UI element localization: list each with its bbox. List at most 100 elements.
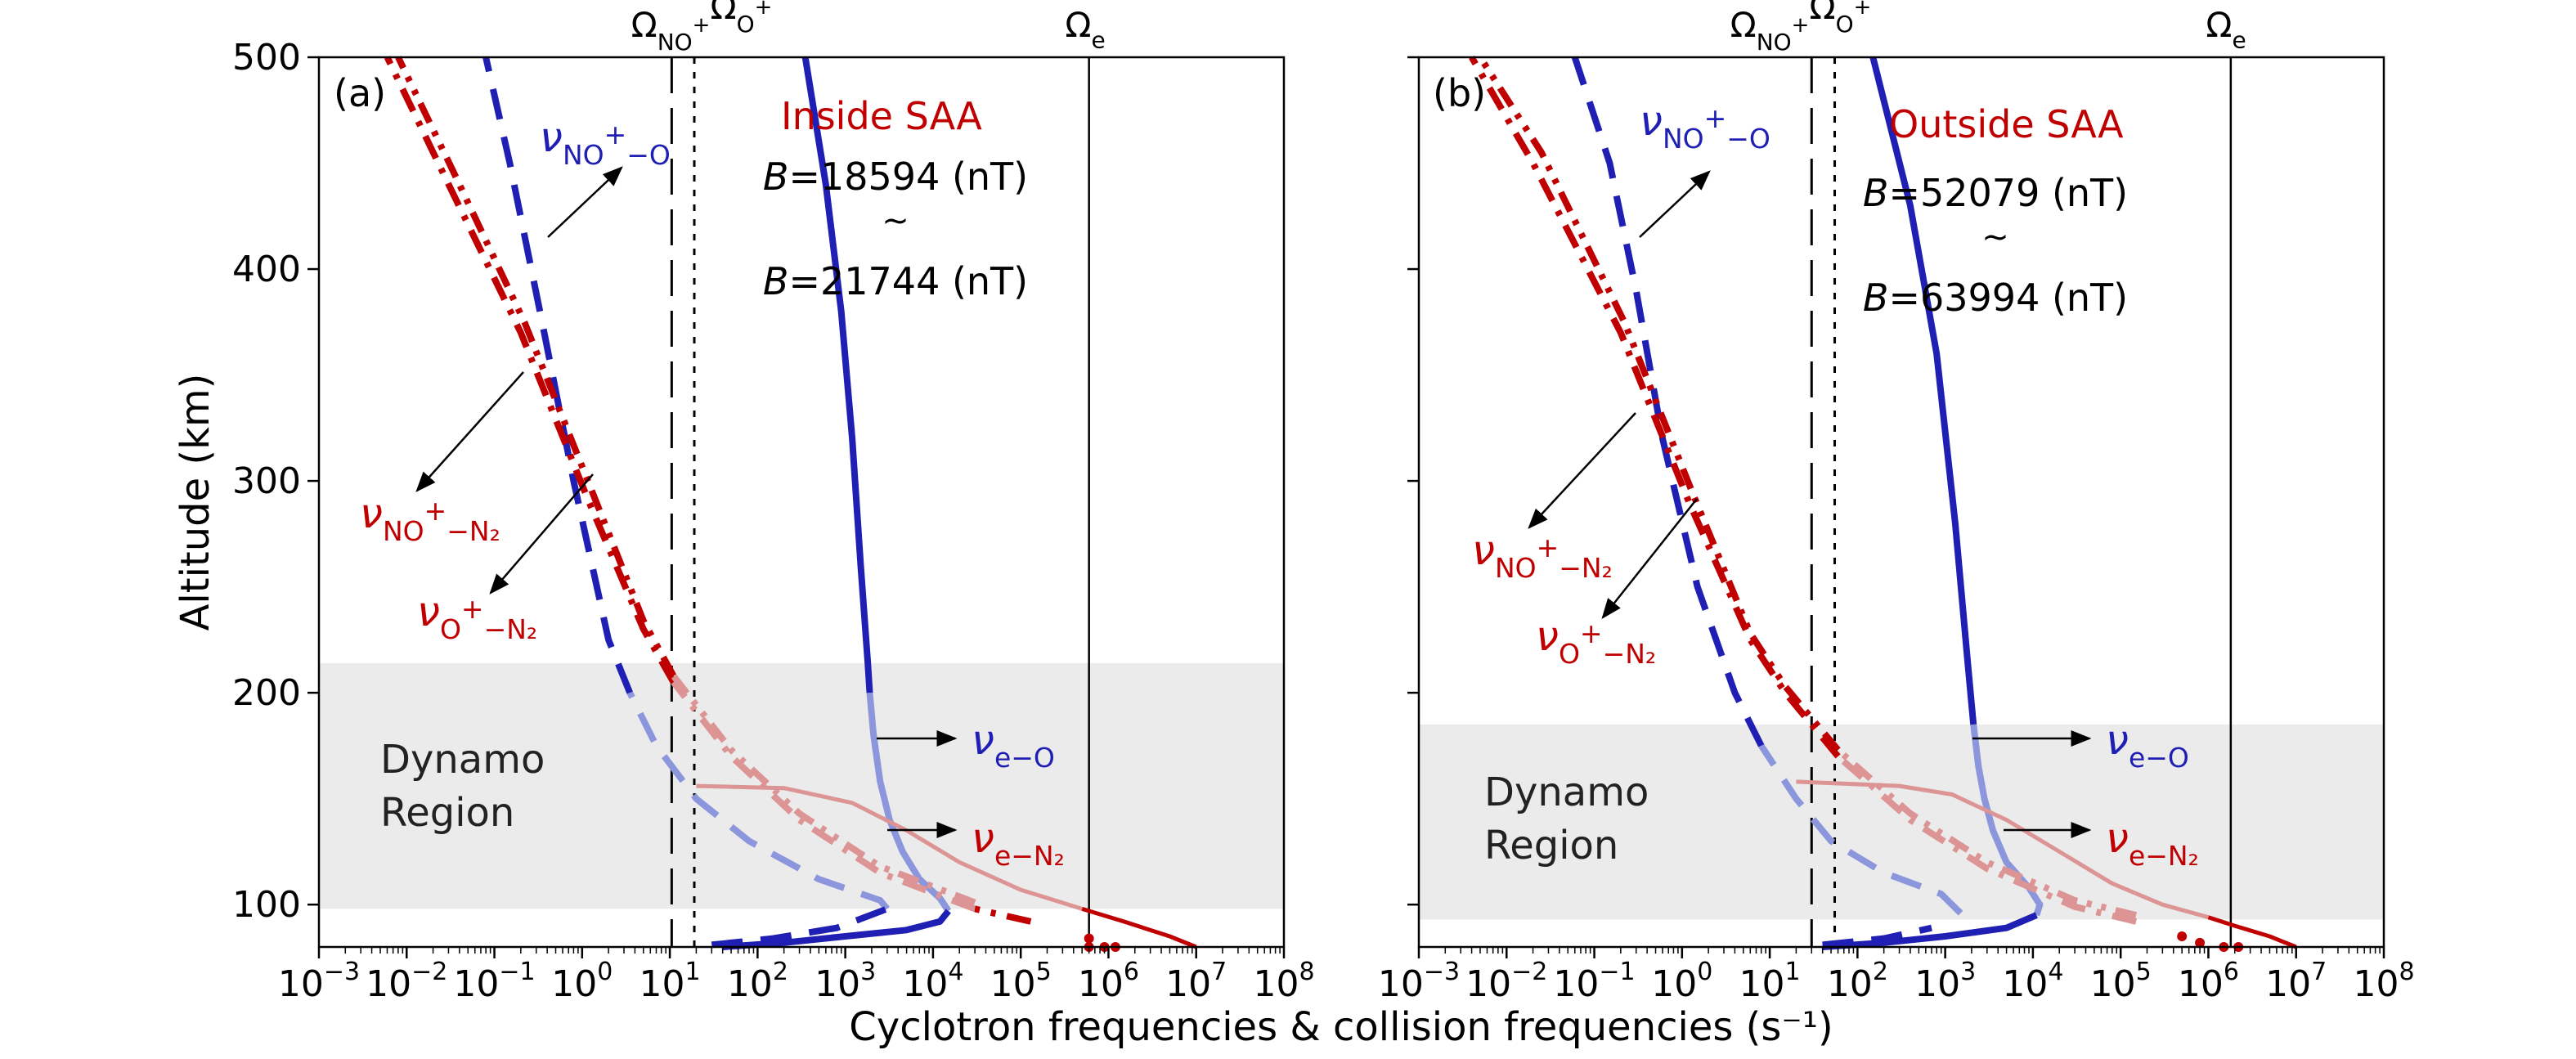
y-tick-label: 100 [232,884,301,926]
tick-exponent: 3 [1960,958,1976,986]
label-subscript: O [1559,638,1580,670]
tick-base: 10 [453,963,499,1005]
series-nu_e_N2-low [1081,907,1197,949]
x-tick-label: 100 [551,958,613,1005]
omega-subscript: NO [657,29,693,56]
omega-e-label: Ωe [1065,5,1105,53]
label-subscript: e [2232,26,2246,53]
x-tick-label: 105 [990,958,1052,1005]
x-tick-label: 106 [2178,958,2239,1005]
label-base: ν [540,114,563,161]
x-tick-label: 101 [1739,958,1801,1005]
omega-base: Ω [1730,5,1757,45]
label-base: Ω [2206,5,2232,45]
label-base: ν [1536,613,1559,660]
omega-ion-labels: ΩNO+ΩO+ [1730,0,1872,56]
omega-superscript: + [1792,13,1810,38]
tick-base: 10 [1165,963,1211,1005]
x-tick-label: 10−1 [1553,958,1635,1005]
tick-exponent: −2 [1511,958,1547,986]
x-axis-label: Cyclotron frequencies & collision freque… [849,1004,1833,1050]
annotation-nu_NO_N2: νNO+−N₂ [1472,527,1613,584]
annotation-arrow-nu_NO_N2 [1528,412,1636,529]
tick-base: 10 [640,963,685,1005]
annotation-nu_NO_N2: νNO+−N₂ [360,490,500,547]
x-tick-label: 102 [727,958,788,1005]
label-superscript: + [604,119,627,150]
series-nu_NO_O-dynamo [626,691,890,911]
x-tick-label: 105 [2090,958,2152,1005]
label-superscript: + [424,495,447,527]
series-nu_e_O-high [801,56,873,693]
tick-exponent: 0 [1697,958,1712,986]
tick-base: 10 [2002,963,2048,1005]
annotation-nu_e_N2: νe−N₂ [2106,814,2199,872]
series-nu_e_O-low [722,909,951,950]
label-subscript: −N₂ [1559,552,1613,584]
series-nu_NO_O-dynamo [1758,743,1963,916]
label-base: ν [1640,97,1663,145]
dynamo-label-line2: Region [380,790,514,836]
tick-base: 10 [815,963,860,1005]
tick-exponent: −1 [1599,958,1635,986]
x-tick-label: 100 [1651,958,1712,1005]
series-nu_e_N2-dynamo [1796,779,2210,920]
tick-exponent: 8 [1299,958,1314,986]
scatter-point-3 [1084,933,1094,944]
omega-superscript: + [1854,0,1872,20]
omega-base: Ω [1809,0,1835,27]
tick-base: 10 [1078,963,1124,1005]
label-subscript: O [440,613,461,645]
series-nu_NO_N2-dynamo [1835,753,2138,925]
tick-exponent: 7 [2311,958,2327,986]
panel-label: (b) [1433,71,1486,115]
label-superscript: + [461,593,484,625]
tick-exponent: 6 [1124,958,1139,986]
b-value: =63994 (nT) [1888,276,2128,320]
label-subscript: −N₂ [484,613,538,645]
omega-e-label: Ωe [2206,5,2246,53]
tick-base: 10 [990,963,1036,1005]
b-symbol: B [1863,171,1889,215]
b-field-approx: ~ [882,202,909,240]
label-base: ν [972,814,994,862]
dynamo-region-shade [319,662,1284,909]
b-value: =18594 (nT) [788,155,1028,199]
b-value: =52079 (nT) [1888,171,2128,215]
label-subscript: e−N₂ [2129,840,2199,872]
tick-exponent: 6 [2224,958,2239,986]
tick-base: 10 [2090,963,2136,1005]
label-base: ν [2106,716,2129,764]
label-superscript: + [1704,102,1727,134]
series-nu_e_O-dynamo [1970,724,2044,917]
series-nu_e_N2-low [2207,915,2297,949]
panel-title: Inside SAA [781,94,982,138]
tick-base: 10 [2265,963,2311,1005]
annotation-nu_e_O: νe−O [2106,716,2189,774]
label-base: ν [972,716,994,764]
label-base: ν [417,588,440,635]
tick-base: 10 [2353,963,2399,1005]
label-subscript: NO [1663,123,1704,155]
dynamo-label-line1: Dynamo [380,737,545,783]
x-tick-label: 10−2 [1465,958,1547,1005]
annotation-nu_NO_O: νNO+−O [1640,97,1770,155]
tick-base: 10 [366,963,411,1005]
y-tick-label: 200 [232,672,301,714]
y-tick-label: 400 [232,249,301,290]
annotation-nu_e_N2: νe−N₂ [972,814,1065,872]
x-tick-label: 10−3 [1378,958,1460,1005]
b-symbol: B [763,155,789,199]
tick-base: 10 [1739,963,1785,1005]
dynamo-label-line1: Dynamo [1484,770,1649,815]
omega-ion-labels: ΩNO+ΩO+ [631,0,773,56]
omega-subscript: NO [1757,29,1792,56]
omega-subscript: O [737,11,755,38]
panel-label: (a) [334,71,386,115]
label-subscript: −O [626,139,671,171]
omega-base: Ω [631,5,657,45]
scatter-point-1 [2195,937,2206,948]
x-tick-label: 103 [815,958,876,1005]
panel-title: Outside SAA [1889,102,2124,146]
